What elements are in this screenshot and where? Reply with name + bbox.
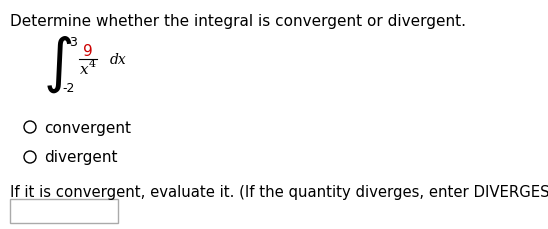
Text: -2: -2	[62, 82, 75, 95]
Text: dx: dx	[110, 53, 127, 67]
Text: 9: 9	[83, 43, 93, 58]
Text: divergent: divergent	[44, 150, 117, 165]
Text: $\int$: $\int$	[43, 35, 73, 95]
Text: x: x	[79, 63, 88, 77]
Text: Determine whether the integral is convergent or divergent.: Determine whether the integral is conver…	[10, 14, 466, 29]
Text: 3: 3	[69, 36, 77, 49]
Text: 4: 4	[88, 59, 95, 69]
Text: convergent: convergent	[44, 120, 131, 135]
Text: If it is convergent, evaluate it. (If the quantity diverges, enter DIVERGES.): If it is convergent, evaluate it. (If th…	[10, 184, 548, 199]
Bar	[10, 199, 118, 223]
